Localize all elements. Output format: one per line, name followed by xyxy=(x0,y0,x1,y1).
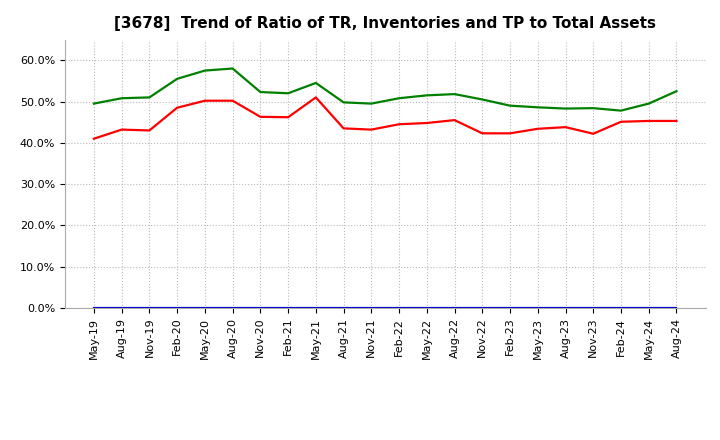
Trade Payables xyxy=(89,101,98,106)
Inventories xyxy=(339,305,348,311)
Trade Receivables xyxy=(395,121,403,127)
Trade Payables xyxy=(561,106,570,111)
Trade Receivables xyxy=(339,126,348,131)
Inventories xyxy=(173,305,181,311)
Trade Receivables xyxy=(478,131,487,136)
Inventories xyxy=(534,305,542,311)
Trade Receivables xyxy=(423,121,431,126)
Trade Payables xyxy=(339,100,348,105)
Trade Receivables xyxy=(644,118,653,124)
Trade Payables xyxy=(145,95,154,100)
Trade Payables xyxy=(201,68,210,73)
Inventories xyxy=(423,305,431,311)
Trade Payables xyxy=(534,105,542,110)
Trade Payables xyxy=(644,101,653,106)
Inventories xyxy=(256,305,265,311)
Inventories xyxy=(89,305,98,311)
Trade Receivables xyxy=(228,98,237,103)
Inventories xyxy=(644,305,653,311)
Inventories xyxy=(312,305,320,311)
Trade Receivables xyxy=(256,114,265,119)
Inventories xyxy=(367,305,376,311)
Trade Receivables xyxy=(89,136,98,141)
Inventories xyxy=(228,305,237,311)
Trade Receivables xyxy=(561,125,570,130)
Trade Receivables xyxy=(201,98,210,103)
Inventories xyxy=(284,305,292,311)
Trade Receivables xyxy=(117,127,126,132)
Trade Payables xyxy=(589,106,598,111)
Inventories xyxy=(616,305,625,311)
Trade Payables xyxy=(228,66,237,71)
Inventories xyxy=(589,305,598,311)
Line: Trade Receivables: Trade Receivables xyxy=(94,97,677,139)
Trade Payables xyxy=(367,101,376,106)
Trade Payables xyxy=(450,92,459,97)
Trade Payables xyxy=(505,103,514,108)
Trade Payables xyxy=(256,89,265,95)
Inventories xyxy=(505,305,514,311)
Trade Payables xyxy=(117,95,126,101)
Trade Payables xyxy=(478,97,487,102)
Trade Payables xyxy=(173,76,181,81)
Trade Receivables xyxy=(450,117,459,123)
Trade Receivables xyxy=(616,119,625,125)
Title: [3678]  Trend of Ratio of TR, Inventories and TP to Total Assets: [3678] Trend of Ratio of TR, Inventories… xyxy=(114,16,656,32)
Trade Receivables xyxy=(173,105,181,110)
Inventories xyxy=(145,305,154,311)
Trade Receivables xyxy=(589,131,598,136)
Trade Receivables xyxy=(145,128,154,133)
Inventories xyxy=(478,305,487,311)
Line: Trade Payables: Trade Payables xyxy=(94,69,677,110)
Inventories xyxy=(117,305,126,311)
Trade Receivables xyxy=(312,95,320,100)
Trade Payables xyxy=(672,88,681,94)
Inventories xyxy=(395,305,403,311)
Inventories xyxy=(450,305,459,311)
Trade Payables xyxy=(284,91,292,96)
Trade Receivables xyxy=(367,127,376,132)
Inventories xyxy=(201,305,210,311)
Trade Receivables xyxy=(505,131,514,136)
Trade Receivables xyxy=(672,118,681,124)
Trade Payables xyxy=(395,95,403,101)
Trade Receivables xyxy=(534,126,542,132)
Trade Payables xyxy=(312,81,320,86)
Inventories xyxy=(672,305,681,311)
Inventories xyxy=(561,305,570,311)
Trade Payables xyxy=(423,93,431,98)
Trade Payables xyxy=(616,108,625,113)
Trade Receivables xyxy=(284,114,292,120)
